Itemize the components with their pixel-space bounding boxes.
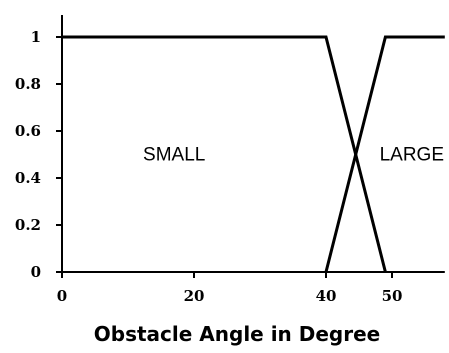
x-tick-label-1: 20 [184,287,205,305]
y-tick-label-2: 0.4 [15,169,41,187]
series-lines [62,35,445,273]
x-tick-label-2: 40 [316,287,337,305]
x-tick-label-0: 0 [57,287,67,305]
y-tick-label-0: 0 [31,263,41,281]
y-tick-label-5: 1 [31,28,41,46]
set-label-small: SMALL [143,145,205,166]
x-tick-label-3: 50 [382,287,403,305]
x-axis: 0 20 40 50 [57,271,445,305]
y-tick-label-4: 0.8 [15,75,41,93]
large-membership-line [324,35,445,273]
y-tick-label-3: 0.6 [15,122,41,140]
y-tick-label-1: 0.2 [15,216,41,234]
y-axis: 0 0.2 0.4 0.6 0.8 1 [15,15,63,281]
x-axis-title: Obstacle Angle in Degree [94,322,380,346]
small-membership-line [62,35,387,273]
set-labels: SMALL LARGE [143,145,444,166]
set-label-large: LARGE [380,145,444,166]
